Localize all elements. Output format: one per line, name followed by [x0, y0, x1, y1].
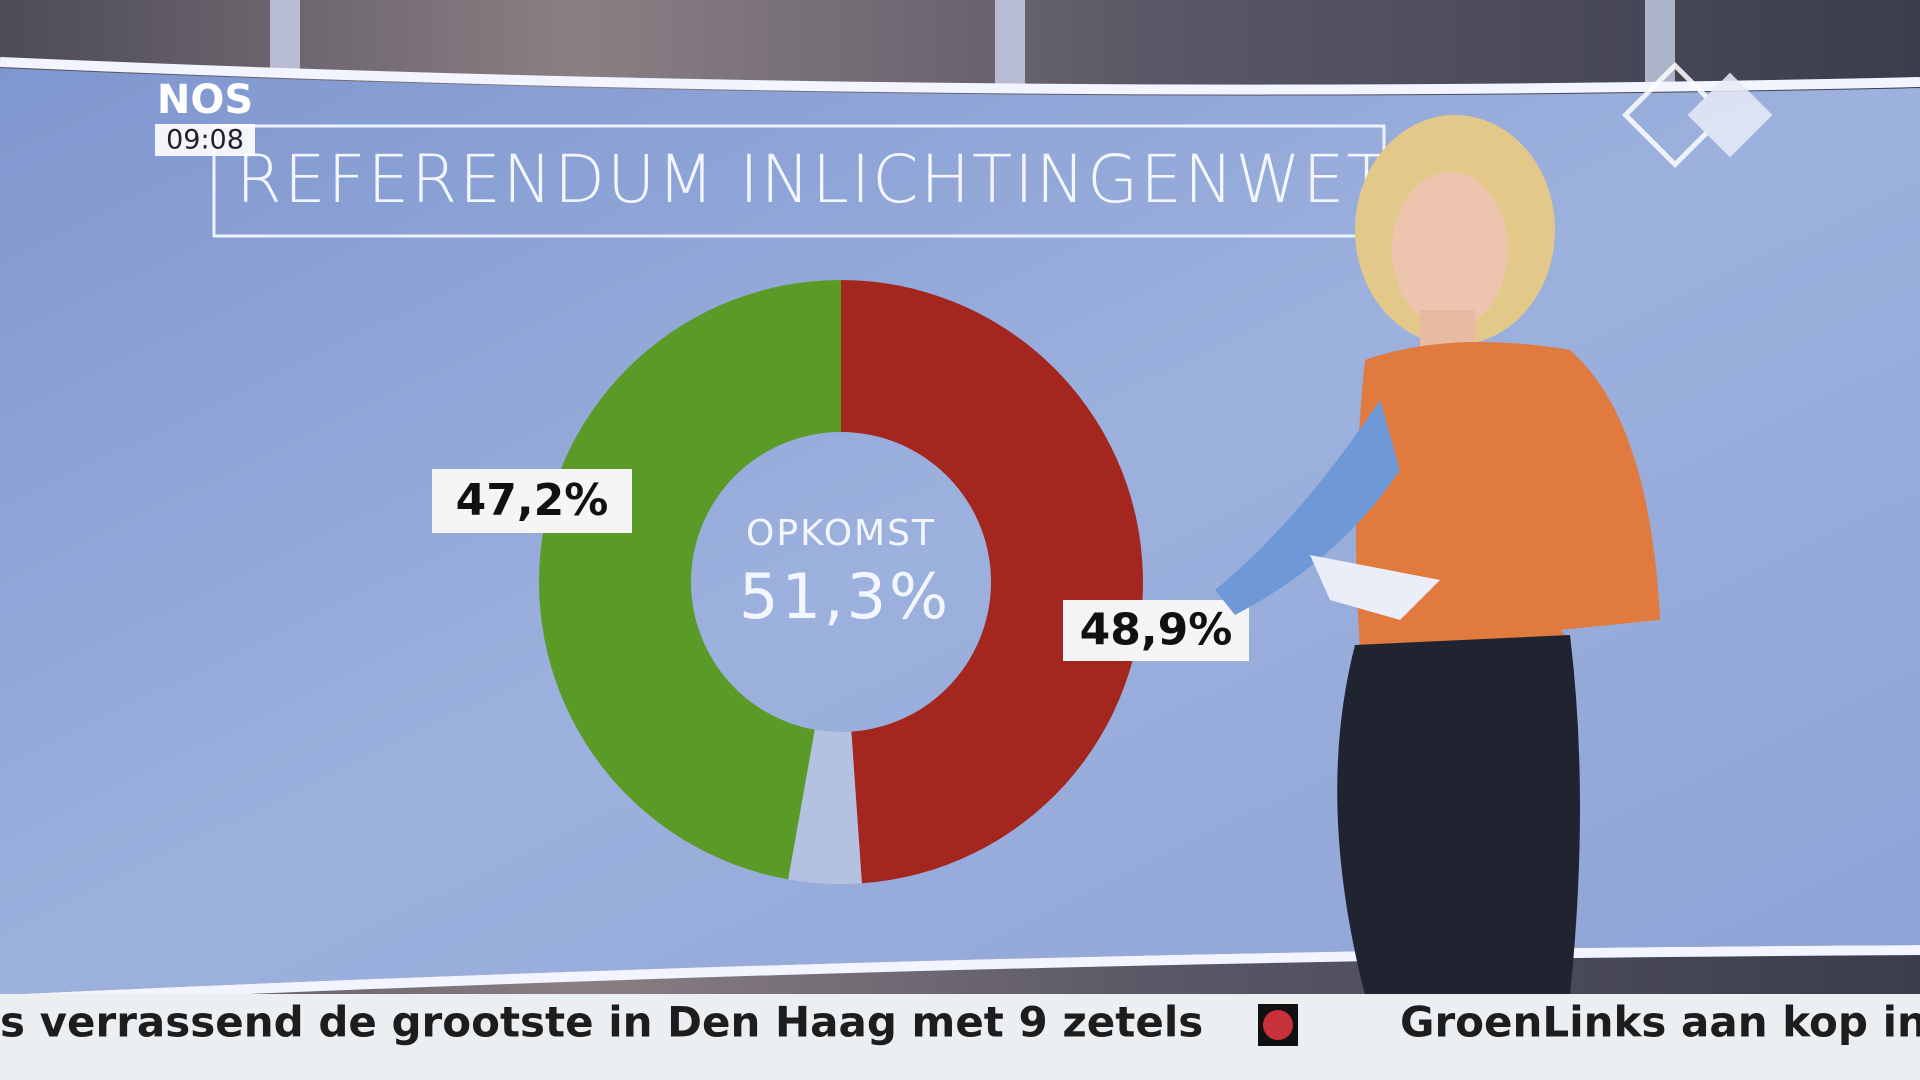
studio-light — [270, 0, 300, 70]
value-label-box — [432, 469, 632, 533]
ticker-bar — [0, 994, 1920, 1080]
studio-light — [1645, 0, 1675, 90]
studio-light — [995, 0, 1025, 90]
value-label: 48,9% — [1080, 605, 1233, 656]
donut-segment — [841, 280, 1143, 884]
donut-segment — [539, 280, 841, 880]
ticker-text: s verrassend de grootste in Den Haag met… — [0, 998, 1203, 1047]
center-value: 51,3% — [739, 560, 951, 633]
clock-bg — [155, 124, 255, 156]
nos-logo: NOS 09:08 — [155, 77, 255, 156]
nos-brand: NOS — [157, 77, 253, 123]
donut-segment — [788, 729, 862, 884]
face — [1392, 172, 1508, 328]
value-label: 47,2% — [456, 475, 609, 526]
ticker-separator-icon — [1263, 1010, 1293, 1040]
presenter — [1215, 115, 1660, 995]
center-title: OPKOMST — [746, 513, 936, 554]
skirt — [1337, 635, 1580, 995]
ticker-text: GroenLinks aan kop in — [1400, 998, 1920, 1047]
blouse — [1356, 342, 1660, 650]
wall-edge — [0, 945, 1920, 1005]
wall-edge — [0, 57, 1920, 95]
donut-chart: 48,9% 47,2% — [432, 280, 1249, 884]
papers — [1310, 555, 1440, 620]
clock: 09:08 — [166, 125, 244, 156]
chart-title: REFERENDUM INLICHTINGENWET — [236, 141, 1389, 218]
arm — [1215, 400, 1400, 615]
value-label-box — [1063, 600, 1249, 661]
